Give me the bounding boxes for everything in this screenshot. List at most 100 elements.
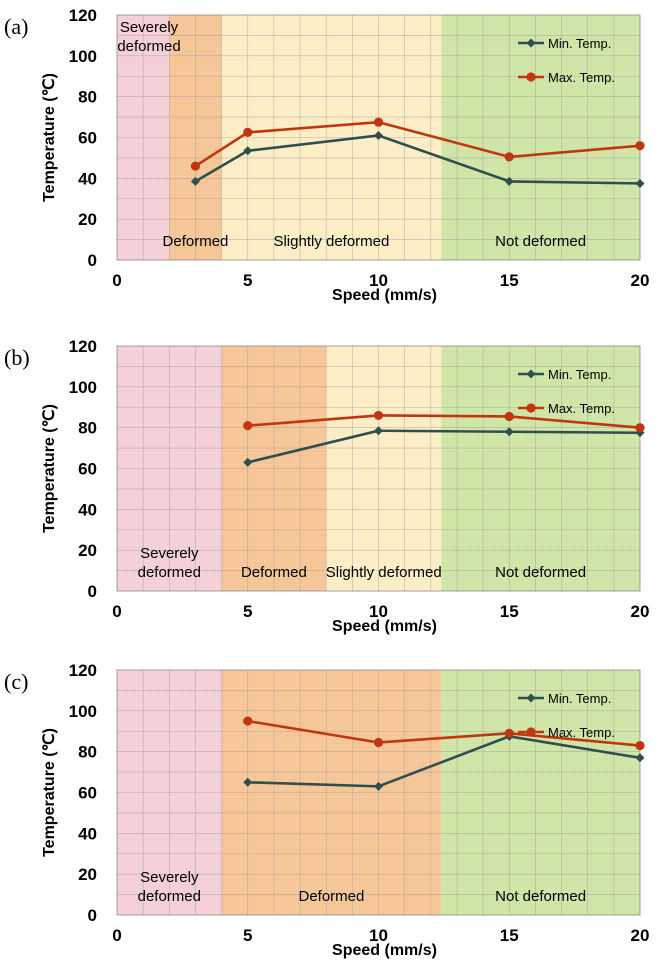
chart-panel-c: Severely deformed Deformed Not deformed 0 20 4… [4,661,649,959]
chart-panel-b: Severely deformed Deformed Slightly deforme… [4,337,649,635]
y-tick-label: 0 [88,251,97,270]
y-tick-label: 0 [88,906,97,925]
x-tick-label: 5 [243,271,252,290]
data-point-max [190,161,201,171]
y-tick-label: 80 [78,743,97,762]
data-point-min [243,457,253,467]
data-point-min [374,426,383,436]
data-point-max [504,152,514,162]
x-tick-label: 15 [500,602,519,621]
zone-label: Deformed [299,888,365,905]
data-point-max [243,127,253,137]
data-point-max [373,117,384,127]
panel-label: (a) [4,14,28,39]
x-tick-label: 0 [112,926,121,945]
zone-label: deformed [138,564,201,581]
y-tick-label: 100 [69,47,97,66]
data-point-max [243,421,253,431]
plot-border [116,14,641,261]
zone-label: Not deformed [495,564,586,581]
y-tick-label: 100 [69,702,97,721]
y-tick-label: 20 [78,865,97,884]
panel-label: (b) [4,345,30,370]
series-line-min [247,735,641,788]
data-point-max [504,728,514,738]
x-tick-label: 20 [631,602,650,621]
data-point-min [243,777,253,787]
x-tick-label: 0 [112,271,121,290]
zone-label: Severely [140,869,199,886]
x-axis-title: Speed (mm/s) [332,287,437,304]
y-tick-label: 60 [78,460,97,479]
zone-label: Deformed [163,233,229,250]
data-point-min [635,178,645,188]
y-tick-label: 0 [88,582,97,601]
legend-marker-max [526,727,536,737]
data-point-min [374,130,383,140]
y-tick-label: 80 [78,419,97,438]
data-point-min [635,753,645,763]
x-tick-label: 5 [243,926,252,945]
legend-marker-max [526,403,536,413]
data-point-min [243,146,253,156]
series-line-max [247,719,641,747]
data-point-max [504,411,514,422]
legend-label-max: Max. Temp. [548,70,615,85]
y-tick-label: 20 [78,541,97,560]
x-tick-label: 20 [631,271,650,290]
y-tick-label: 60 [78,129,97,148]
y-tick-label: 100 [69,378,97,397]
zone-label: Slightly deformed [326,564,442,581]
x-tick-label: 10 [369,271,388,290]
data-point-max [635,141,645,151]
legend-marker-min [526,369,536,379]
y-tick-label: 60 [78,784,97,803]
y-tick-label: 120 [69,6,97,25]
chart-panel-a: Severely deformed Deformed Slightly deforme… [4,6,649,304]
data-point-min [504,176,514,186]
zone-label: deformed [117,38,180,55]
x-tick-label: 20 [631,926,650,945]
zone-label: Deformed [241,564,307,581]
data-point-max [243,716,253,726]
plot-border [116,669,641,916]
data-point-max [635,740,645,751]
y-tick-label: 80 [78,88,97,107]
legend-marker-max [526,72,536,82]
legend-marker-min [526,693,536,703]
x-tick-label: 10 [369,926,388,945]
x-tick-label: 5 [243,602,252,621]
y-axis-title: Temperature (℃) [41,404,58,533]
data-point-min [374,781,383,791]
x-tick-label: 15 [500,271,519,290]
x-tick-label: 0 [112,602,121,621]
y-tick-label: 40 [78,169,97,188]
y-axis-title: Temperature (℃) [41,73,58,202]
y-tick-label: 40 [78,824,97,843]
legend-label-min: Min. Temp. [548,367,611,382]
y-tick-label: 20 [78,210,97,229]
data-point-min [504,427,514,437]
series-line-min [247,429,641,464]
zone-label: Severely [120,19,179,36]
zone-label: deformed [138,888,201,905]
data-point-min [190,176,200,186]
panel-label: (c) [4,669,28,694]
legend-label-max: Max. Temp. [548,401,615,416]
zone-label: Not deformed [495,888,586,905]
data-point-max [373,410,384,421]
zone-label: Not deformed [495,233,586,250]
x-axis-title: Speed (mm/s) [332,618,437,635]
x-axis-title: Speed (mm/s) [332,942,437,959]
zone-label: Slightly deformed [273,233,389,250]
y-tick-label: 40 [78,500,97,519]
legend-marker-min [526,38,536,48]
x-tick-label: 15 [500,926,519,945]
series-line-max [247,414,641,429]
y-tick-label: 120 [69,337,97,356]
plot-border [116,345,641,592]
x-tick-label: 10 [369,602,388,621]
data-point-max [635,423,645,433]
legend-label-min: Min. Temp. [548,36,611,51]
